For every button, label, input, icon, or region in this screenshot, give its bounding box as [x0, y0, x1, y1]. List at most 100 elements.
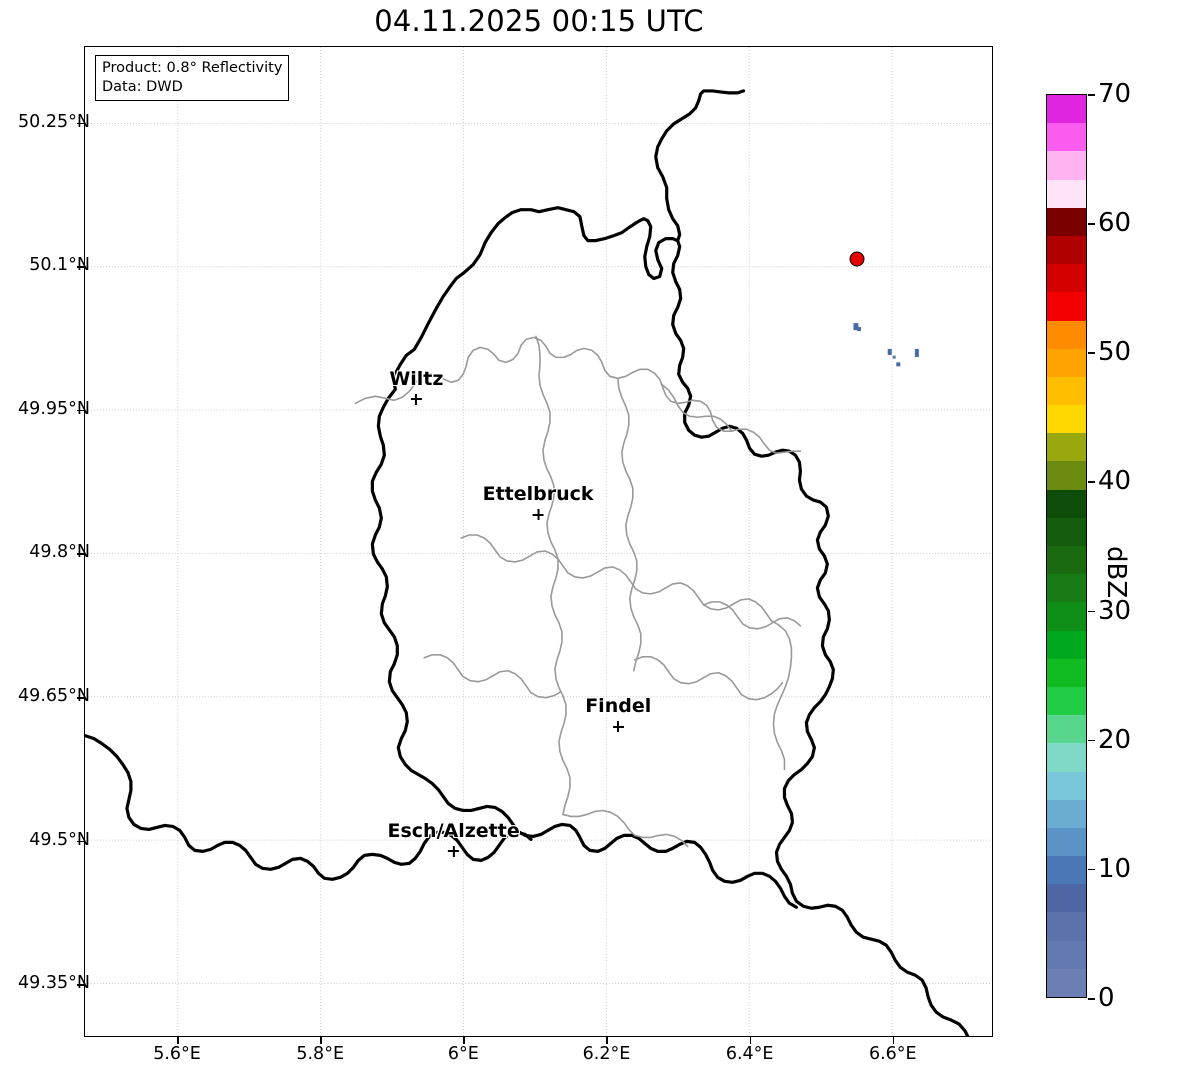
colorbar-band	[1047, 376, 1086, 406]
colorbar-tick-label: 20	[1098, 724, 1132, 755]
colorbar-tick-label: 70	[1098, 79, 1132, 109]
latitude-tick-label: 49.65°N	[18, 686, 90, 707]
colorbar-tick-mark	[1088, 610, 1095, 613]
canton-border-4	[660, 383, 733, 433]
colorbar-tick-mark	[1088, 481, 1095, 484]
longitude-tick-mark	[606, 1037, 608, 1044]
colorbar-band	[1047, 714, 1086, 744]
colorbar-band	[1047, 150, 1086, 180]
colorbar-band	[1047, 460, 1086, 490]
colorbar-band	[1047, 573, 1086, 603]
colorbar-band	[1047, 545, 1086, 575]
longitude-tick-label: 6.2°E	[582, 1044, 631, 1064]
city-marker-icon	[410, 393, 422, 405]
longitude-tick-label: 5.8°E	[296, 1044, 344, 1064]
city-marker-icon	[448, 845, 460, 857]
colorbar-band	[1047, 799, 1086, 828]
radar-echo-pixel	[892, 355, 896, 359]
city-label: Ettelbruck	[482, 483, 594, 506]
latitude-tick-label: 49.8°N	[29, 542, 90, 563]
colorbar[interactable]	[1046, 94, 1087, 998]
canton-border-1	[354, 336, 802, 454]
colorbar-band	[1047, 517, 1086, 546]
colorbar-band	[1047, 940, 1086, 969]
country-borders	[85, 89, 970, 1036]
colorbar-band	[1047, 235, 1086, 265]
latitude-tick-mark	[77, 697, 84, 699]
canton-border-2	[535, 335, 571, 816]
canton-border-9	[562, 809, 689, 848]
latitude-tick-mark	[77, 122, 84, 125]
city-label: Wiltz	[389, 367, 444, 390]
colorbar-band	[1047, 855, 1086, 885]
longitude-tick-label: 6°E	[447, 1044, 479, 1064]
colorbar-tick-mark	[1088, 94, 1095, 96]
latitude-tick-mark	[77, 409, 84, 412]
colorbar-band	[1047, 742, 1086, 772]
radar-echo-pixel	[914, 348, 919, 357]
colorbar-band	[1047, 658, 1086, 687]
radar-echo-pixels	[853, 323, 919, 367]
latitude-tick-mark	[77, 984, 84, 986]
longitude-tick-label: 6.6°E	[868, 1044, 917, 1064]
latitude-tick-mark	[77, 266, 84, 268]
city-label: Findel	[585, 695, 652, 718]
colorbar-band	[1047, 827, 1086, 857]
radar-station-marker[interactable]	[849, 251, 865, 267]
border-east-path	[671, 239, 970, 1036]
latitude-tick-mark	[77, 840, 84, 843]
border-belgium-france-path	[85, 734, 533, 881]
canton-border-5	[460, 534, 780, 626]
colorbar-band	[1047, 95, 1086, 124]
page-title: 04.11.2025 00:15 UTC	[374, 4, 704, 38]
city-wiltz: Wiltz	[389, 367, 444, 405]
radar-echo-pixel	[896, 362, 901, 367]
radar-echo-pixel	[857, 326, 862, 331]
colorbar-band	[1047, 291, 1086, 321]
city-findel: Findel	[585, 695, 652, 733]
colorbar-band	[1047, 348, 1086, 377]
longitude-tick-mark	[892, 1037, 895, 1044]
border-north-west-path	[386, 89, 746, 400]
canton-border-3	[617, 377, 642, 672]
longitude-tick-mark	[320, 1037, 322, 1044]
city-marker-icon	[532, 509, 544, 521]
colorbar-tick-label: 50	[1098, 337, 1132, 368]
colorbar-band	[1047, 122, 1086, 152]
colorbar-band	[1047, 770, 1086, 800]
canton-border-10	[772, 624, 793, 771]
colorbar-tick-mark	[1088, 223, 1095, 225]
longitude-tick-label: 5.6°E	[153, 1044, 201, 1064]
city-esch-alzette: Esch/Alzette	[387, 821, 520, 857]
colorbar-tick-mark	[1088, 739, 1095, 742]
colorbar-band	[1047, 179, 1086, 208]
radar-echo-pixel	[853, 323, 859, 331]
info-data-line: Data: DWD	[102, 78, 183, 95]
colorbar-tick-label: 60	[1098, 208, 1132, 239]
colorbar-band	[1047, 319, 1086, 349]
colorbar-tick-mark	[1088, 868, 1095, 871]
colorbar-band	[1047, 686, 1086, 716]
map-plot-area[interactable]: Product: 0.8° Reflectivity Data: DWD Wil…	[84, 46, 993, 1037]
colorbar-tick-label: 30	[1098, 595, 1132, 626]
colorbar-band	[1047, 432, 1086, 462]
latitude-tick-label: 49.5°N	[29, 829, 90, 850]
colorbar-band	[1047, 968, 1086, 997]
colorbar-axis-label: dBZ	[1101, 546, 1131, 599]
latitude-tick-mark	[77, 553, 84, 555]
colorbar-tick-mark	[1088, 352, 1095, 354]
longitude-tick-mark	[463, 1037, 465, 1044]
canton-border-6	[423, 653, 562, 699]
colorbar-tick-label: 40	[1098, 466, 1132, 497]
map-gridlines	[85, 47, 992, 1036]
colorbar-band	[1047, 263, 1086, 293]
radar-echo-pixel	[887, 348, 892, 355]
colorbar-band	[1047, 883, 1086, 913]
info-box: Product: 0.8° Reflectivity Data: DWD	[95, 55, 290, 102]
latitude-tick-label: 50.1°N	[29, 255, 90, 276]
info-product-line: Product: 0.8° Reflectivity	[102, 60, 283, 76]
border-south-west-path	[370, 396, 799, 909]
latitude-tick-label: 50.25°N	[18, 111, 90, 132]
colorbar-band	[1047, 601, 1086, 631]
